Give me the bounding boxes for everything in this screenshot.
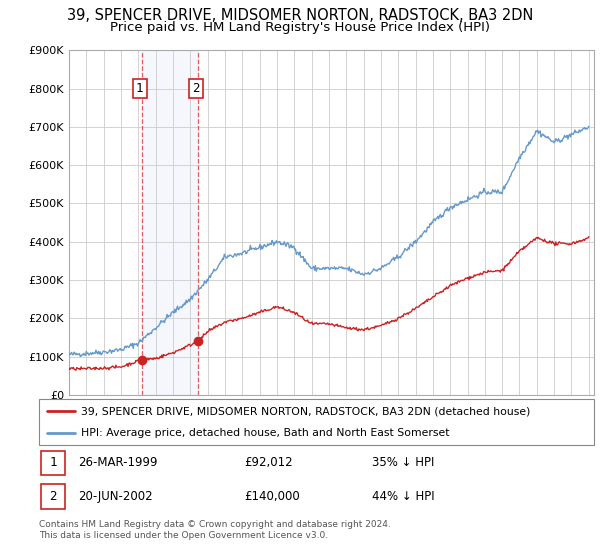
Text: 1: 1 (136, 82, 143, 95)
FancyBboxPatch shape (41, 451, 65, 475)
Text: HPI: Average price, detached house, Bath and North East Somerset: HPI: Average price, detached house, Bath… (80, 428, 449, 438)
Text: £92,012: £92,012 (244, 456, 293, 469)
FancyBboxPatch shape (39, 399, 594, 445)
Text: 35% ↓ HPI: 35% ↓ HPI (372, 456, 434, 469)
Text: 1: 1 (49, 456, 56, 469)
Text: Contains HM Land Registry data © Crown copyright and database right 2024.
This d: Contains HM Land Registry data © Crown c… (39, 520, 391, 540)
Text: 26-MAR-1999: 26-MAR-1999 (78, 456, 157, 469)
Text: 20-JUN-2002: 20-JUN-2002 (78, 490, 152, 503)
Text: 39, SPENCER DRIVE, MIDSOMER NORTON, RADSTOCK, BA3 2DN: 39, SPENCER DRIVE, MIDSOMER NORTON, RADS… (67, 8, 533, 24)
Text: 39, SPENCER DRIVE, MIDSOMER NORTON, RADSTOCK, BA3 2DN (detached house): 39, SPENCER DRIVE, MIDSOMER NORTON, RADS… (80, 406, 530, 416)
Text: 44% ↓ HPI: 44% ↓ HPI (372, 490, 434, 503)
FancyBboxPatch shape (41, 484, 65, 508)
Text: 2: 2 (49, 490, 56, 503)
Text: £140,000: £140,000 (244, 490, 300, 503)
Bar (142, 50, 199, 395)
Text: Price paid vs. HM Land Registry's House Price Index (HPI): Price paid vs. HM Land Registry's House … (110, 21, 490, 34)
Text: 2: 2 (192, 82, 200, 95)
